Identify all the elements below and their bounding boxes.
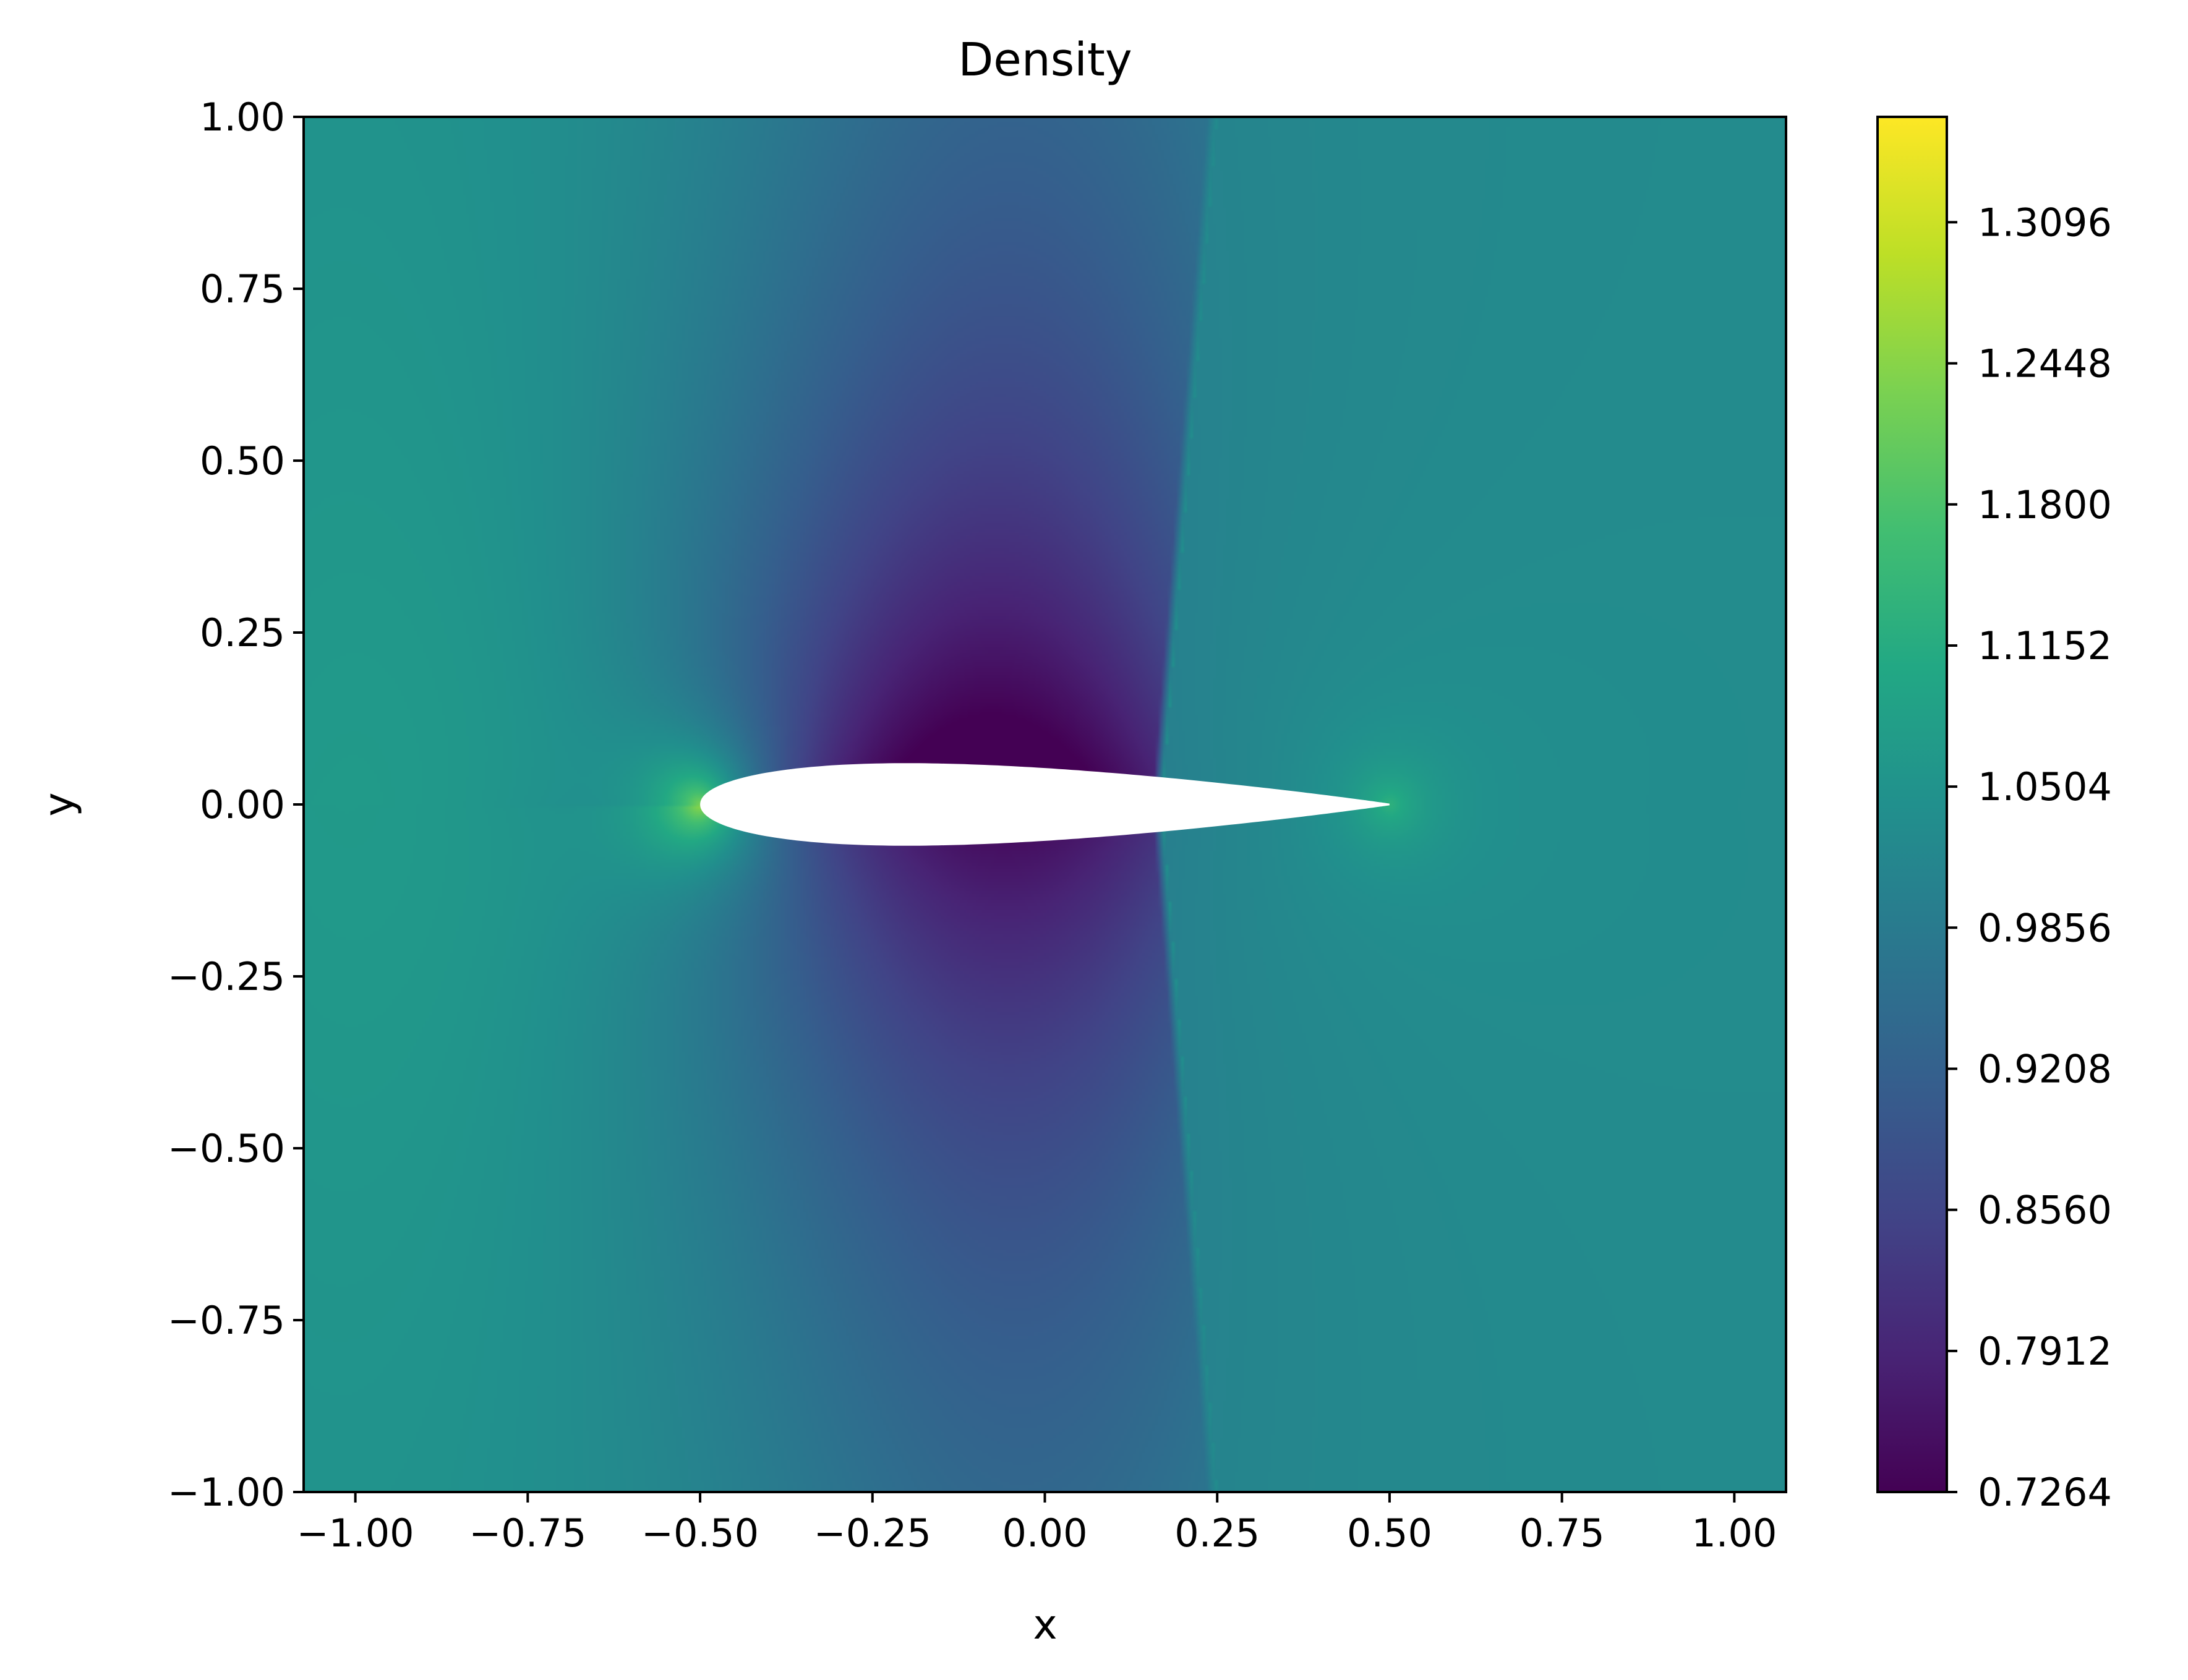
colorbar-tick-label: 0.9208 — [1978, 1046, 2112, 1091]
y-axis-ticks: 1.00 0.75 0.50 0.25 0.00 −0.25 −0.50 −0.75 −1.00 — [168, 95, 304, 1515]
x-axis-ticks: −1.00 −0.75 −0.50 −0.25 0.00 0.25 0.50 0.75 1.00 — [297, 1492, 1777, 1556]
x-tick-label: 1.00 — [1691, 1511, 1777, 1556]
y-tick-label: −0.50 — [168, 1126, 285, 1171]
chart-title: Density — [958, 33, 1132, 87]
colorbar-tick-label: 0.9856 — [1978, 905, 2112, 950]
x-tick-label: −0.50 — [641, 1511, 759, 1556]
colorbar-tick-label: 0.7912 — [1978, 1329, 2112, 1374]
x-tick-label: −1.00 — [297, 1511, 414, 1556]
y-tick-label: −1.00 — [168, 1470, 285, 1515]
colorbar-tick-label: 0.8560 — [1978, 1188, 2112, 1233]
y-tick-label: 1.00 — [200, 95, 285, 140]
colorbar-ticks: 0.7264 0.7912 0.8560 0.9208 0.9856 1.0504 1.11… — [1947, 200, 2112, 1515]
x-tick-label: −0.25 — [814, 1511, 931, 1556]
x-tick-label: 0.00 — [1002, 1511, 1087, 1556]
y-axis-label: y — [35, 792, 83, 816]
y-tick-label: −0.75 — [168, 1298, 285, 1343]
y-tick-label: 0.75 — [200, 266, 285, 312]
x-tick-label: −0.75 — [469, 1511, 586, 1556]
colorbar-tick-label: 1.1152 — [1978, 623, 2112, 668]
y-tick-label: −0.25 — [168, 954, 285, 999]
colorbar-tick-label: 0.7264 — [1978, 1470, 2112, 1515]
colorbar — [1878, 117, 1947, 1492]
x-tick-label: 0.25 — [1174, 1511, 1260, 1556]
y-tick-label: 0.50 — [200, 438, 285, 484]
colorbar-frame — [1876, 116, 1948, 1493]
y-tick-label: 0.00 — [200, 782, 285, 827]
airfoil-shape — [700, 763, 1390, 846]
y-tick-label: 0.25 — [200, 610, 285, 655]
x-axis-label: x — [1033, 1601, 1057, 1648]
colorbar-tick-label: 1.3096 — [1978, 200, 2112, 245]
x-tick-label: 0.75 — [1519, 1511, 1605, 1556]
colorbar-tick-label: 1.2448 — [1978, 341, 2112, 386]
colorbar-tick-label: 1.0504 — [1978, 764, 2112, 809]
colorbar-tick-label: 1.1800 — [1978, 482, 2112, 527]
x-tick-label: 0.50 — [1347, 1511, 1432, 1556]
